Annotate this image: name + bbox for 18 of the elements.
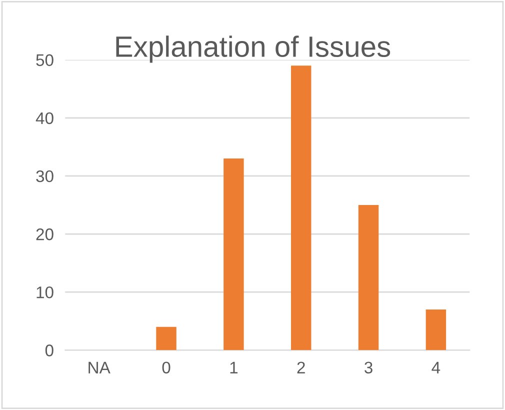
- y-tick-label: 30: [36, 170, 54, 182]
- x-tick-label: 0: [162, 362, 170, 374]
- x-tick-label: 2: [297, 362, 305, 374]
- y-tick-label: 50: [36, 54, 54, 66]
- x-tick-label: 1: [230, 362, 238, 374]
- chart-title: Explanation of Issues: [116, 36, 390, 63]
- x-tick-label: 4: [432, 362, 440, 374]
- bar: [426, 310, 446, 350]
- x-tick-label: NA: [88, 362, 110, 374]
- bar: [224, 158, 244, 350]
- bar: [290, 66, 312, 350]
- bar: [358, 205, 379, 350]
- y-tick-label: 20: [36, 228, 54, 240]
- y-tick-label: 0: [45, 344, 54, 356]
- y-tick-label: 10: [36, 286, 54, 298]
- bar: [156, 326, 176, 350]
- y-tick-label: 40: [36, 112, 54, 124]
- x-tick-label: 3: [364, 362, 372, 374]
